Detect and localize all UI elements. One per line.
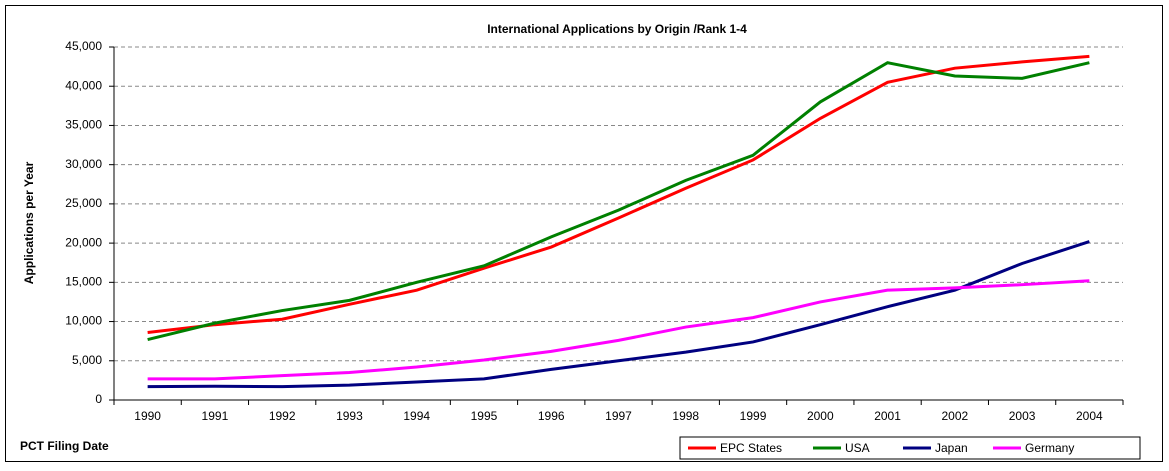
legend-label: Japan — [935, 441, 968, 455]
legend-label: Germany — [1025, 441, 1074, 455]
legend: EPC States USA Japan Germany — [679, 436, 1141, 460]
y-tick-label: 20,000 — [65, 235, 102, 249]
legend-label: EPC States — [720, 441, 782, 455]
y-tick-label: 30,000 — [65, 157, 102, 171]
x-tick-label: 2001 — [874, 409, 901, 423]
x-tick-label: 1996 — [538, 409, 565, 423]
y-axis-label: Applications per Year — [22, 161, 36, 284]
x-tick-label: 1993 — [336, 409, 363, 423]
x-tick-label: 2000 — [807, 409, 834, 423]
y-tick-label: 45,000 — [65, 39, 102, 53]
x-tick-label: 1990 — [134, 409, 161, 423]
y-tick-label: 10,000 — [65, 314, 102, 328]
chart-title: International Applications by Origin /Ra… — [487, 22, 747, 36]
x-tick-label: 2002 — [941, 409, 968, 423]
x-tick-label: 1997 — [605, 409, 632, 423]
x-tick-label: 1999 — [740, 409, 767, 423]
y-tick-label: 15,000 — [65, 275, 102, 289]
x-tick-label: 2004 — [1076, 409, 1103, 423]
y-tick-label: 5,000 — [72, 353, 102, 367]
x-tick-label: 1995 — [471, 409, 498, 423]
y-tick-label: 0 — [95, 392, 102, 406]
x-tick-label: 2003 — [1009, 409, 1036, 423]
y-tick-label: 25,000 — [65, 196, 102, 210]
y-tick-label: 40,000 — [65, 78, 102, 92]
x-tick-label: 1991 — [202, 409, 229, 423]
x-tick-label: 1998 — [672, 409, 699, 423]
series-line — [147, 240, 1090, 389]
x-axis-label: PCT Filing Date — [20, 439, 109, 453]
legend-label: USA — [845, 441, 870, 455]
series-line — [147, 61, 1090, 342]
y-tick-label: 35,000 — [65, 118, 102, 132]
x-tick-label: 1994 — [403, 409, 430, 423]
series-line — [147, 279, 1090, 381]
x-tick-label: 1992 — [269, 409, 296, 423]
